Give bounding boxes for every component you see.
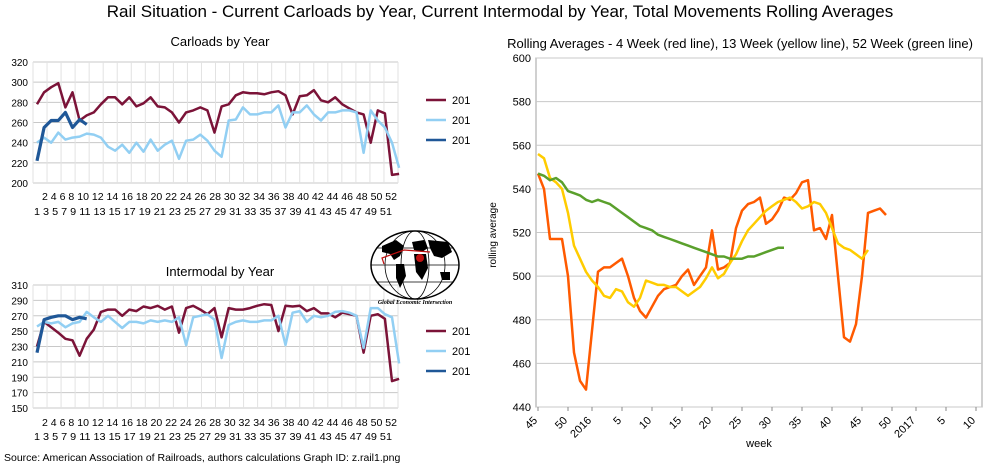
intermodal-chart: Intermodal by Year 150 170 190 210 230 250 270… <box>11 264 470 443</box>
legend-2015-label: 2015 <box>452 95 470 107</box>
intermodal-ytick-label: 270 <box>11 312 28 323</box>
rolling-xlabel: week <box>745 438 772 450</box>
legend-2017-label: 2017 <box>452 135 470 147</box>
rolling-xtick-label: 40 <box>817 415 834 432</box>
rolling-xtick-label: 35 <box>787 415 804 432</box>
rolling-ylabel: rolling average <box>488 202 499 268</box>
rolling-ytick-label: 520 <box>513 228 531 240</box>
legend-2016-label: 2016 <box>452 115 470 127</box>
intermodal-ytick-label: 170 <box>11 389 28 400</box>
carloads-ytick-label: 320 <box>11 58 28 69</box>
intermodal-xtick-row1: 2 4 6 8 10 12 14 16 18 20 22 24 26 28 30… <box>42 418 397 429</box>
carloads-ytick-label: 260 <box>11 119 28 130</box>
intermodal-ytick-label: 250 <box>11 327 28 338</box>
source-note: Source: American Association of Railroad… <box>4 452 401 464</box>
rolling-xtick-label: 50 <box>553 415 570 432</box>
rolling-xtick-label: 10 <box>961 415 978 432</box>
carloads-series-2016 <box>36 104 401 169</box>
carloads-xtick-row1: 2 4 6 8 10 12 14 16 18 20 22 24 26 28 30… <box>42 192 397 203</box>
carloads-ytick-label: 220 <box>11 159 28 170</box>
rolling-xtick-label: 45 <box>523 415 540 432</box>
rolling-series-4-week <box>536 173 887 391</box>
globe-logo-icon <box>370 230 460 300</box>
rolling-ytick-label: 480 <box>513 315 531 327</box>
carloads-ytick-label: 280 <box>11 98 28 109</box>
rolling-ytick-label: 440 <box>513 402 531 414</box>
rolling-title: Rolling Averages - 4 Week (red line), 13… <box>507 36 973 51</box>
carloads-series-2017 <box>35 110 88 162</box>
carloads-ytick-label: 300 <box>11 78 28 89</box>
carloads-chart: Carloads by Year 200 220 240 260 280 300 320 2… <box>11 34 470 218</box>
rolling-xtick-label: 10 <box>637 415 654 432</box>
rolling-xtick-label: 15 <box>667 415 684 432</box>
carloads-title: Carloads by Year <box>170 34 270 49</box>
rolling-xtick-label: 30 <box>757 415 774 432</box>
intermodal-ytick-label: 290 <box>11 296 28 307</box>
rolling-xtick-label: 45 <box>847 415 864 432</box>
carloads-series-2015 <box>35 81 400 177</box>
rolling-xtick-label: 5 <box>935 415 948 428</box>
rolling-xtick-label: 25 <box>727 415 744 432</box>
intermodal-series-2016 <box>36 306 401 364</box>
rolling-xtick-label: 5 <box>611 415 624 428</box>
rolling-ytick-label: 580 <box>513 97 531 109</box>
carloads-ytick-label: 240 <box>11 139 28 150</box>
intermodal-title: Intermodal by Year <box>166 264 275 279</box>
intermodal-xtick-row2: 1 3 5 7 9 11 13 15 17 19 21 23 25 27 29 … <box>34 432 392 443</box>
rolling-ytick-label: 540 <box>513 184 531 196</box>
rolling-averages-chart: Rolling Averages - 4 Week (red line), 13… <box>488 36 983 450</box>
rolling-xtick-label: 2017 <box>892 415 918 441</box>
intermodal-ytick-label: 310 <box>11 281 28 292</box>
rolling-xtick-label: 20 <box>697 415 714 432</box>
rolling-ytick-label: 500 <box>513 271 531 283</box>
intermodal-ytick-label: 210 <box>11 358 28 369</box>
page-title: Rail Situation - Current Carloads by Yea… <box>106 2 894 21</box>
rolling-ytick-label: 460 <box>513 358 531 370</box>
rolling-series-13-week <box>537 152 870 308</box>
rolling-ytick-label: 560 <box>513 140 531 152</box>
rolling-series-52-week <box>537 172 784 260</box>
rolling-xtick-label: 2016 <box>568 415 594 441</box>
rolling-xtick-label: 50 <box>877 415 894 432</box>
intermodal-ytick-label: 150 <box>11 404 28 415</box>
intermodal-series-2017 <box>35 314 88 354</box>
carloads-ytick-label: 200 <box>11 179 28 190</box>
logo-caption: Global Economic Intersection <box>377 300 453 306</box>
legend-2017-label: 2017 <box>452 366 470 378</box>
intermodal-ytick-label: 230 <box>11 343 28 354</box>
intermodal-ytick-label: 190 <box>11 373 28 384</box>
rolling-ytick-label: 600 <box>513 53 531 65</box>
legend-2016-label: 2016 <box>452 346 470 358</box>
carloads-xtick-row2: 1 3 5 7 9 11 13 15 17 19 21 23 25 27 29 … <box>34 207 392 218</box>
legend-2015-label: 2015 <box>452 326 470 338</box>
